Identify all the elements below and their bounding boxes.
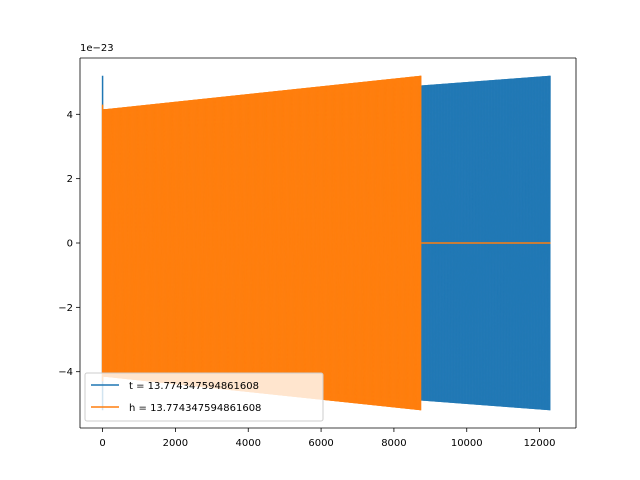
legend: t = 13.774347594861608 h = 13.7743475948… (84, 372, 324, 422)
y-tick-label: −2 (58, 303, 73, 314)
legend-box (84, 372, 324, 422)
legend-label-t: t = 13.774347594861608 (129, 381, 259, 392)
y-axis: −4 −2 0 2 4 (58, 110, 80, 378)
y-tick-label: 2 (67, 174, 73, 185)
x-tick-label: 0 (99, 438, 105, 449)
plot-area: 0 2000 4000 6000 8000 10000 12000 −4 −2 0 2 4 1e−2… (58, 43, 577, 449)
x-tick-label: 2000 (163, 438, 188, 449)
y-tick-label: −4 (58, 367, 73, 378)
legend-label-h: h = 13.774347594861608 (129, 403, 261, 414)
y-axis-offset-label: 1e−23 (80, 43, 114, 54)
x-tick-label: 6000 (308, 438, 333, 449)
y-tick-label: 4 (67, 110, 73, 121)
x-axis: 0 2000 4000 6000 8000 10000 12000 (99, 428, 555, 449)
x-tick-label: 10000 (451, 438, 483, 449)
series-h-line (102, 75, 422, 411)
x-tick-label: 4000 (236, 438, 261, 449)
y-tick-label: 0 (67, 239, 73, 250)
x-tick-label: 12000 (524, 438, 556, 449)
series-layer (101, 75, 551, 411)
x-tick-label: 8000 (381, 438, 406, 449)
